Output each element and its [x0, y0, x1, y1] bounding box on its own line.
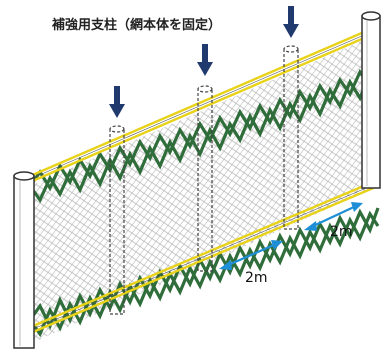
down-arrow-icon	[283, 6, 299, 38]
support-post-3	[283, 45, 299, 230]
support-post-2	[197, 85, 213, 272]
down-arrow-icon	[197, 44, 213, 76]
end-post-left	[13, 171, 35, 349]
caption-label: 補強用支柱（網本体を固定）	[52, 18, 222, 33]
dimension-arrow-2	[304, 202, 363, 231]
end-post-right	[361, 11, 381, 189]
bottom-rail	[13, 178, 379, 342]
dimension-label-2: 2m	[330, 224, 353, 240]
support-post-1	[109, 125, 125, 315]
top-rail	[13, 24, 379, 191]
dimension-arrow-1	[219, 240, 283, 270]
mesh-top-edging	[28, 65, 380, 204]
down-arrow-icon	[109, 86, 125, 118]
dimension-label-1: 2m	[245, 270, 268, 286]
